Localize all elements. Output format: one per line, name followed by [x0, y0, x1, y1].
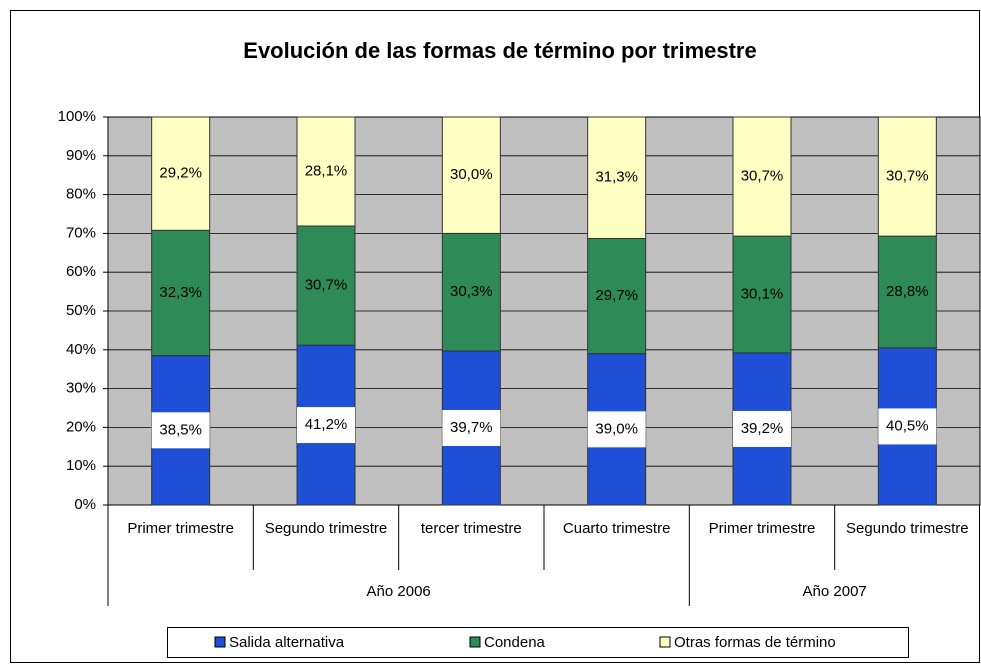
bar-segment — [732, 116, 792, 237]
value-label: 28,8% — [886, 283, 929, 300]
bar-segment — [732, 235, 792, 354]
y-tick-label: 0% — [74, 496, 96, 513]
value-label: 30,7% — [305, 277, 348, 294]
bar-segment — [441, 116, 501, 234]
x-tick-label: Primer trimestre — [709, 520, 816, 537]
value-label-bg — [151, 412, 210, 449]
bar-segment — [587, 116, 647, 239]
x-tick-label: tercer trimestre — [421, 520, 522, 537]
y-tick-label: 30% — [66, 380, 96, 397]
value-label-bg — [297, 407, 355, 444]
bar-segment — [151, 116, 211, 231]
value-label: 28,1% — [305, 162, 348, 179]
bar-segment — [151, 229, 211, 357]
y-tick-label: 80% — [66, 186, 96, 203]
value-label: 29,7% — [595, 287, 638, 304]
bar-segment — [877, 116, 937, 237]
y-tick-label: 90% — [66, 147, 96, 164]
bar-segment — [296, 225, 356, 346]
bar-segment — [296, 116, 356, 227]
value-label: 30,1% — [741, 285, 784, 302]
value-label: 38,5% — [159, 421, 202, 438]
value-label: 39,2% — [741, 420, 784, 437]
value-label: 31,3% — [595, 169, 638, 186]
value-label: 32,3% — [159, 284, 202, 301]
value-label-bg — [442, 409, 501, 446]
value-label: 30,0% — [450, 166, 493, 183]
bar-segment — [441, 232, 501, 352]
legend-label: Otras formas de término — [674, 634, 836, 651]
value-label-bg — [733, 410, 791, 447]
value-label: 39,0% — [595, 420, 638, 437]
y-tick-label: 40% — [66, 341, 96, 358]
chart-title: Evolución de las formas de término por t… — [243, 38, 756, 63]
y-tick-label: 20% — [66, 418, 96, 435]
y-tick-label: 100% — [58, 108, 96, 125]
y-tick-label: 70% — [66, 224, 96, 241]
value-label-bg — [587, 411, 646, 448]
group-label: Año 2006 — [367, 583, 431, 600]
value-label: 30,7% — [741, 168, 784, 185]
y-tick-label: 10% — [66, 457, 96, 474]
legend-label: Salida alternativa — [229, 634, 345, 651]
bar-segment — [877, 235, 937, 349]
y-tick-label: 60% — [66, 263, 96, 280]
legend-swatch — [659, 636, 671, 648]
x-tick-label: Cuarto trimestre — [563, 520, 671, 537]
value-label: 30,7% — [886, 168, 929, 185]
legend-label: Condena — [484, 634, 546, 651]
value-label: 41,2% — [305, 416, 348, 433]
y-tick-label: 50% — [66, 302, 96, 319]
value-label: 29,2% — [159, 165, 202, 182]
x-tick-label: Segundo trimestre — [846, 520, 969, 537]
group-label: Año 2007 — [803, 583, 867, 600]
value-label: 30,3% — [450, 283, 493, 300]
value-label: 40,5% — [886, 417, 929, 434]
bar-segment — [587, 237, 647, 355]
legend-swatch — [469, 636, 481, 648]
x-tick-label: Segundo trimestre — [265, 520, 388, 537]
legend-box — [167, 627, 909, 658]
value-label: 39,7% — [450, 419, 493, 436]
x-tick-label: Primer trimestre — [127, 520, 234, 537]
value-label-bg — [878, 408, 937, 445]
legend-swatch — [214, 636, 226, 648]
